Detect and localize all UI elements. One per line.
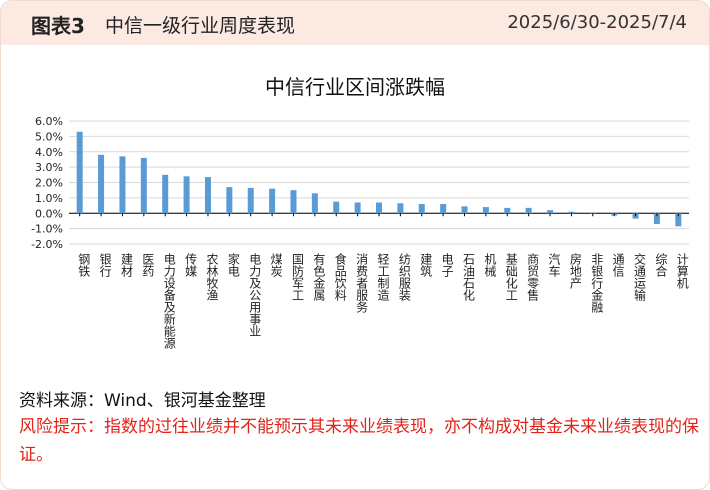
figure-header: 图表3 中信一级行业周度表现 2025/6/30-2025/7/4: [1, 1, 709, 45]
bar: [119, 156, 126, 214]
bar: [418, 204, 425, 214]
category-label: 轻工制造: [376, 253, 390, 301]
category-label: 建筑: [419, 253, 433, 277]
bar: [568, 211, 575, 214]
bar: [140, 157, 147, 214]
bar: [461, 206, 468, 214]
chart-title: 中信行业区间涨跌幅: [265, 75, 445, 99]
bar: [675, 213, 682, 227]
category-label: 传媒: [184, 252, 198, 277]
bar: [397, 203, 404, 214]
bar-chart: 6.0% 5.0% 4.0% 3.0% 2.0% 1.0% 0.0% -1.0% -2.0% 钢铁…: [31, 115, 689, 350]
y-tick-label: 6.0%: [35, 115, 63, 128]
y-tick-label: -1.0%: [31, 223, 63, 236]
category-label: 交通运输: [633, 252, 647, 302]
category-label: 综合: [654, 253, 668, 277]
bar: [547, 210, 554, 214]
y-tick-label: 2.0%: [35, 177, 63, 190]
bar: [183, 176, 190, 214]
category-label: 房地产: [568, 252, 582, 290]
category-label: 石油石化: [462, 253, 476, 302]
category-label: 基础化工: [504, 253, 518, 301]
bar: [354, 202, 361, 214]
category-label: 计算机: [675, 253, 689, 289]
bar: [525, 207, 532, 214]
category-label: 机械: [483, 253, 497, 277]
risk-warning: 风险提示：指数的过往业绩并不能预示其未来业绩表现，亦不构成对基金未来业绩表现的保…: [19, 417, 699, 465]
category-label: 电力设备及新能源: [162, 253, 176, 350]
category-label: 汽车: [547, 252, 561, 278]
bar: [376, 202, 382, 214]
bar: [204, 177, 211, 214]
bar: [76, 131, 83, 214]
figure-title: 中信一级行业周度表现: [105, 15, 296, 37]
y-tick-label: 3.0%: [35, 161, 63, 174]
y-tick-label: 1.0%: [35, 192, 63, 205]
category-label: 建材: [119, 253, 133, 277]
bar: [162, 174, 169, 214]
bar: [290, 190, 297, 214]
category-label: 有色金属: [312, 253, 326, 302]
category-label: 医药: [141, 253, 155, 277]
source-note: 资料来源：Wind、银河基金整理: [19, 391, 266, 411]
bar: [333, 201, 340, 214]
bar: [269, 188, 276, 214]
category-label: 商贸零售: [526, 252, 540, 301]
bar: [98, 154, 105, 214]
bar: [482, 207, 489, 214]
category-label: 纺织服装: [397, 253, 411, 302]
bar: [653, 213, 660, 225]
category-label: 非银行金融: [590, 253, 604, 314]
bar: [440, 204, 447, 214]
category-label: 农林牧渔: [205, 253, 219, 301]
date-range: 2025/6/30-2025/7/4: [507, 12, 687, 33]
bar: [226, 187, 233, 214]
bar: [504, 207, 511, 214]
y-tick-label: -2.0%: [31, 238, 63, 251]
y-tick-label: 4.0%: [35, 146, 63, 159]
category-label: 通信: [611, 253, 625, 278]
category-label: 电子: [440, 253, 454, 277]
bar: [311, 193, 318, 214]
category-label: 国防军工: [290, 253, 304, 301]
category-label: 家电: [226, 252, 240, 277]
category-label: 消费者服务: [355, 253, 369, 313]
category-label: 食品饮料: [333, 252, 347, 301]
category-label: 电力及公用事业: [248, 253, 262, 337]
category-label: 钢铁: [77, 253, 91, 277]
bar: [247, 187, 254, 214]
y-tick-label: 5.0%: [35, 130, 63, 143]
y-tick-label: 0.0%: [35, 207, 63, 220]
category-label: 银行: [98, 253, 112, 277]
category-label: 煤炭: [269, 253, 283, 278]
figure-label: 图表3: [31, 14, 85, 38]
